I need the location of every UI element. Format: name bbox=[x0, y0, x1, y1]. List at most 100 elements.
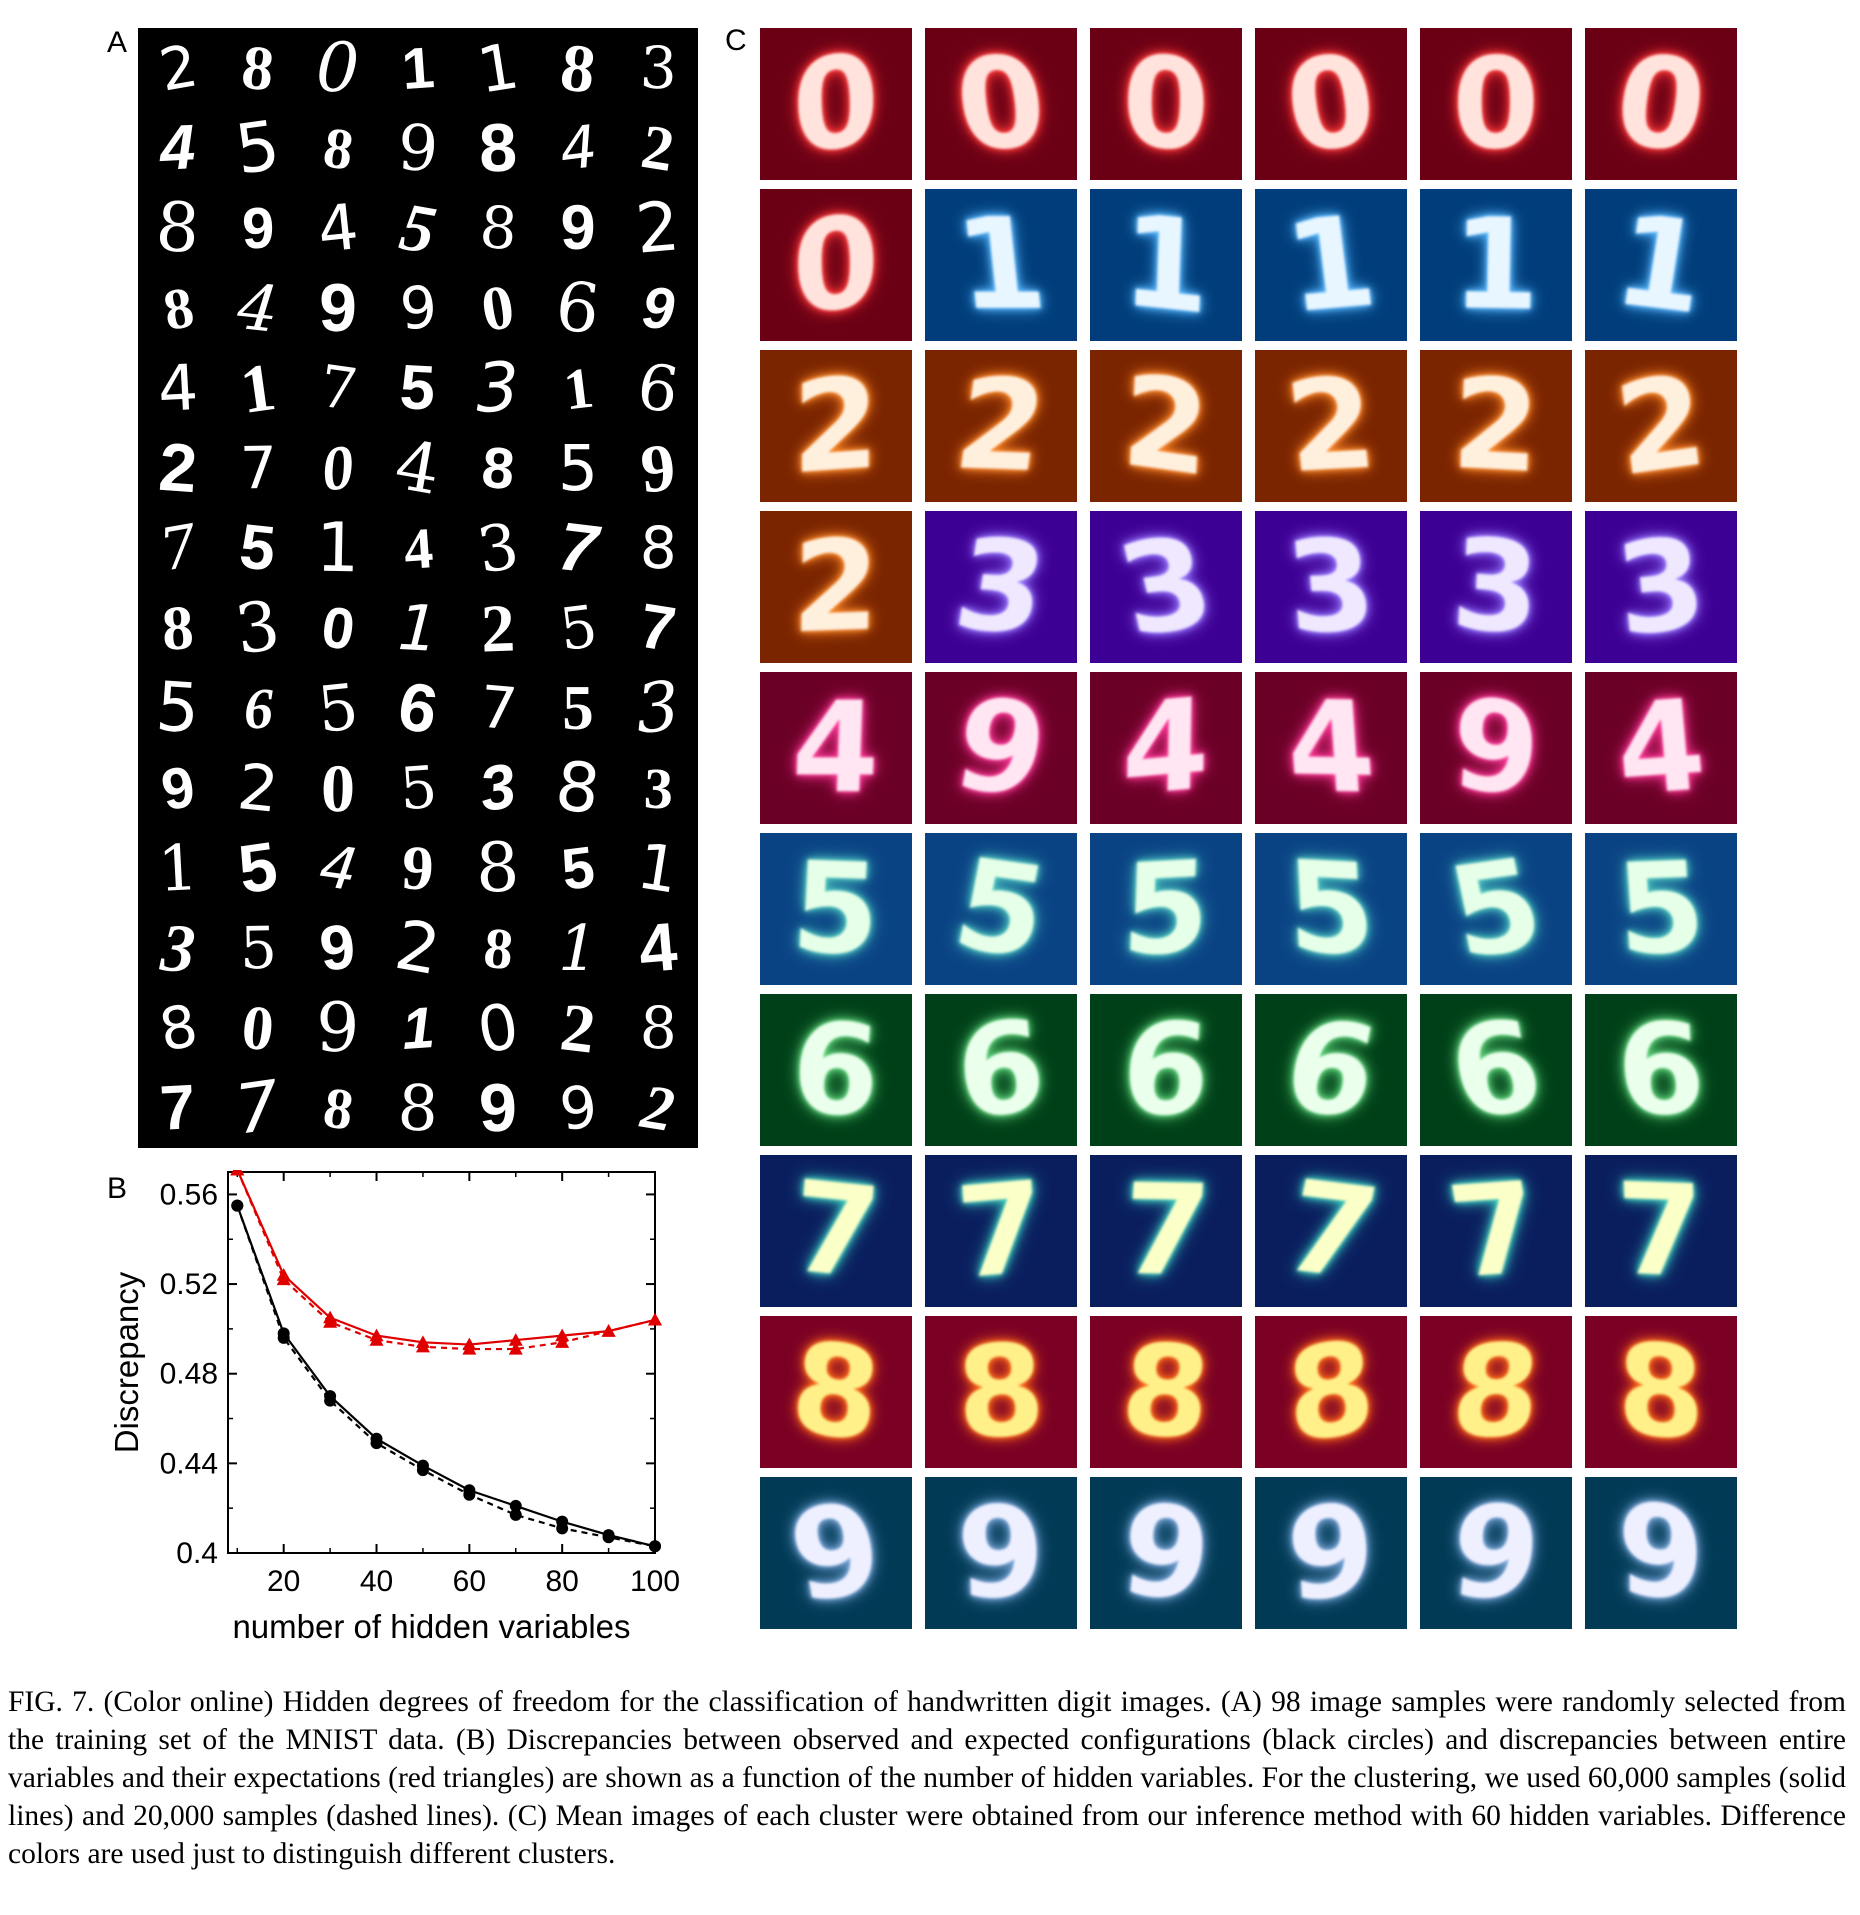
mnist-sample: 8 bbox=[618, 508, 698, 588]
mnist-sample: 9 bbox=[618, 428, 698, 508]
cluster-mean-tile: 9 bbox=[1585, 1477, 1737, 1629]
sample-digit: 1 bbox=[557, 911, 599, 985]
sample-digit: 5 bbox=[558, 833, 598, 903]
mnist-sample: 5 bbox=[218, 106, 298, 190]
cluster-mean-tile: 7 bbox=[1090, 1155, 1242, 1307]
cluster-digit: 2 bbox=[1279, 350, 1383, 501]
data-point bbox=[463, 1488, 476, 1501]
mnist-sample: 2 bbox=[618, 1068, 698, 1148]
mnist-sample: 7 bbox=[218, 428, 298, 508]
mnist-sample: 8 bbox=[298, 1068, 378, 1148]
cluster-digit: 0 bbox=[1452, 29, 1540, 178]
mnist-sample: 0 bbox=[458, 268, 538, 348]
mnist-sample: 4 bbox=[378, 425, 458, 510]
sample-digit: 8 bbox=[479, 434, 517, 502]
mnist-sample: 1 bbox=[618, 828, 698, 908]
cluster-digit: 2 bbox=[1118, 350, 1214, 502]
cluster-digit: 3 bbox=[945, 511, 1057, 663]
cluster-digit: 3 bbox=[1105, 511, 1227, 663]
mnist-sample: 6 bbox=[618, 348, 698, 428]
mnist-sample: 1 bbox=[538, 908, 618, 988]
sample-digit: 4 bbox=[314, 831, 362, 905]
mnist-sample: 0 bbox=[298, 428, 378, 508]
mnist-sample: 3 bbox=[218, 586, 298, 670]
cluster-digit: 4 bbox=[1281, 673, 1380, 822]
discrepancy-chart: 20 40 60 80 100 0.4 0.44 0.48 0.52 0.56 number of … bbox=[108, 1170, 680, 1645]
mnist-sample: 5 bbox=[378, 748, 458, 828]
cluster-mean-tile: 9 bbox=[1420, 672, 1572, 824]
mnist-sample: 1 bbox=[298, 508, 378, 588]
cluster-digit: 9 bbox=[1114, 1477, 1218, 1629]
mnist-sample: 9 bbox=[298, 908, 378, 988]
mnist-sample: 1 bbox=[538, 348, 618, 428]
data-point bbox=[230, 1170, 245, 1176]
cluster-digit: 8 bbox=[1615, 1316, 1707, 1468]
cluster-mean-tile: 9 bbox=[1255, 1477, 1407, 1629]
cluster-mean-tile: 7 bbox=[925, 1155, 1077, 1307]
mnist-sample: 9 bbox=[218, 188, 298, 268]
cluster-mean-tile: 9 bbox=[925, 672, 1077, 824]
cluster-digit: 2 bbox=[790, 511, 882, 662]
cluster-digit: 1 bbox=[1606, 189, 1717, 341]
cluster-digit: 7 bbox=[1439, 1155, 1553, 1307]
cluster-mean-tile: 2 bbox=[1420, 350, 1572, 502]
sample-digit: 5 bbox=[314, 669, 362, 747]
cluster-mean-tile: 2 bbox=[760, 350, 912, 502]
cluster-digit: 9 bbox=[1617, 1477, 1705, 1629]
mnist-sample: 8 bbox=[378, 1068, 458, 1148]
y-tick-label: 0.56 bbox=[160, 1178, 218, 1211]
cluster-digit: 5 bbox=[1612, 833, 1710, 984]
cluster-mean-tile: 0 bbox=[1420, 28, 1572, 180]
y-tick-label: 0.44 bbox=[160, 1447, 218, 1480]
mnist-sample: 8 bbox=[458, 908, 538, 988]
cluster-mean-tile: 0 bbox=[1585, 28, 1737, 180]
sample-digit: 8 bbox=[158, 273, 198, 343]
sample-digit: 6 bbox=[551, 266, 605, 350]
mnist-sample: 9 bbox=[618, 268, 698, 348]
mnist-sample: 4 bbox=[298, 188, 378, 268]
sample-digit: 9 bbox=[315, 988, 361, 1068]
cluster-mean-tile: 0 bbox=[760, 28, 912, 180]
cluster-digit: 8 bbox=[953, 1316, 1049, 1468]
sample-digit: 0 bbox=[320, 749, 356, 826]
cluster-mean-tile: 1 bbox=[1255, 189, 1407, 341]
sample-digit: 2 bbox=[632, 186, 683, 270]
mnist-sample: 7 bbox=[138, 508, 218, 588]
data-point bbox=[601, 1324, 616, 1337]
cluster-mean-tile: 7 bbox=[1255, 1155, 1407, 1307]
data-point bbox=[323, 1315, 338, 1328]
sample-digit: 9 bbox=[156, 753, 200, 823]
cluster-mean-tile: 3 bbox=[1585, 511, 1737, 663]
cluster-digit: 7 bbox=[1272, 1155, 1390, 1307]
cluster-mean-tile: 5 bbox=[1090, 833, 1242, 985]
sample-digit: 9 bbox=[241, 195, 275, 261]
cluster-mean-tile: 3 bbox=[1090, 511, 1242, 663]
mnist-sample: 1 bbox=[218, 348, 298, 428]
cluster-mean-tile: 1 bbox=[925, 189, 1077, 341]
cluster-digit: 9 bbox=[779, 1477, 893, 1629]
cluster-digit: 1 bbox=[1450, 190, 1542, 339]
data-point bbox=[555, 1335, 570, 1348]
mnist-sample: 1 bbox=[138, 828, 218, 908]
sample-digit: 0 bbox=[318, 431, 358, 504]
sample-digit: 9 bbox=[316, 911, 360, 985]
mnist-sample: 9 bbox=[298, 268, 378, 348]
mnist-sample: 2 bbox=[138, 428, 218, 508]
data-point bbox=[231, 1199, 244, 1212]
mnist-sample: 8 bbox=[618, 988, 698, 1068]
cluster-mean-tile: 1 bbox=[1420, 189, 1572, 341]
cluster-mean-tile: 3 bbox=[1255, 511, 1407, 663]
cluster-digit: 0 bbox=[1607, 28, 1715, 180]
sample-digit: 0 bbox=[472, 988, 524, 1068]
cluster-digit: 7 bbox=[1117, 1156, 1215, 1305]
sample-digit: 8 bbox=[551, 746, 605, 830]
cluster-mean-tile: 1 bbox=[1090, 189, 1242, 341]
sample-digit: 5 bbox=[233, 827, 283, 909]
sample-digit: 5 bbox=[397, 752, 439, 824]
y-tick-label: 0.52 bbox=[160, 1268, 218, 1301]
sample-digit: 3 bbox=[472, 508, 524, 588]
data-point bbox=[324, 1394, 337, 1407]
cluster-digit: 7 bbox=[1614, 1155, 1708, 1306]
cluster-mean-tile: 9 bbox=[1420, 1477, 1572, 1629]
cluster-digit: 8 bbox=[1447, 1316, 1545, 1467]
